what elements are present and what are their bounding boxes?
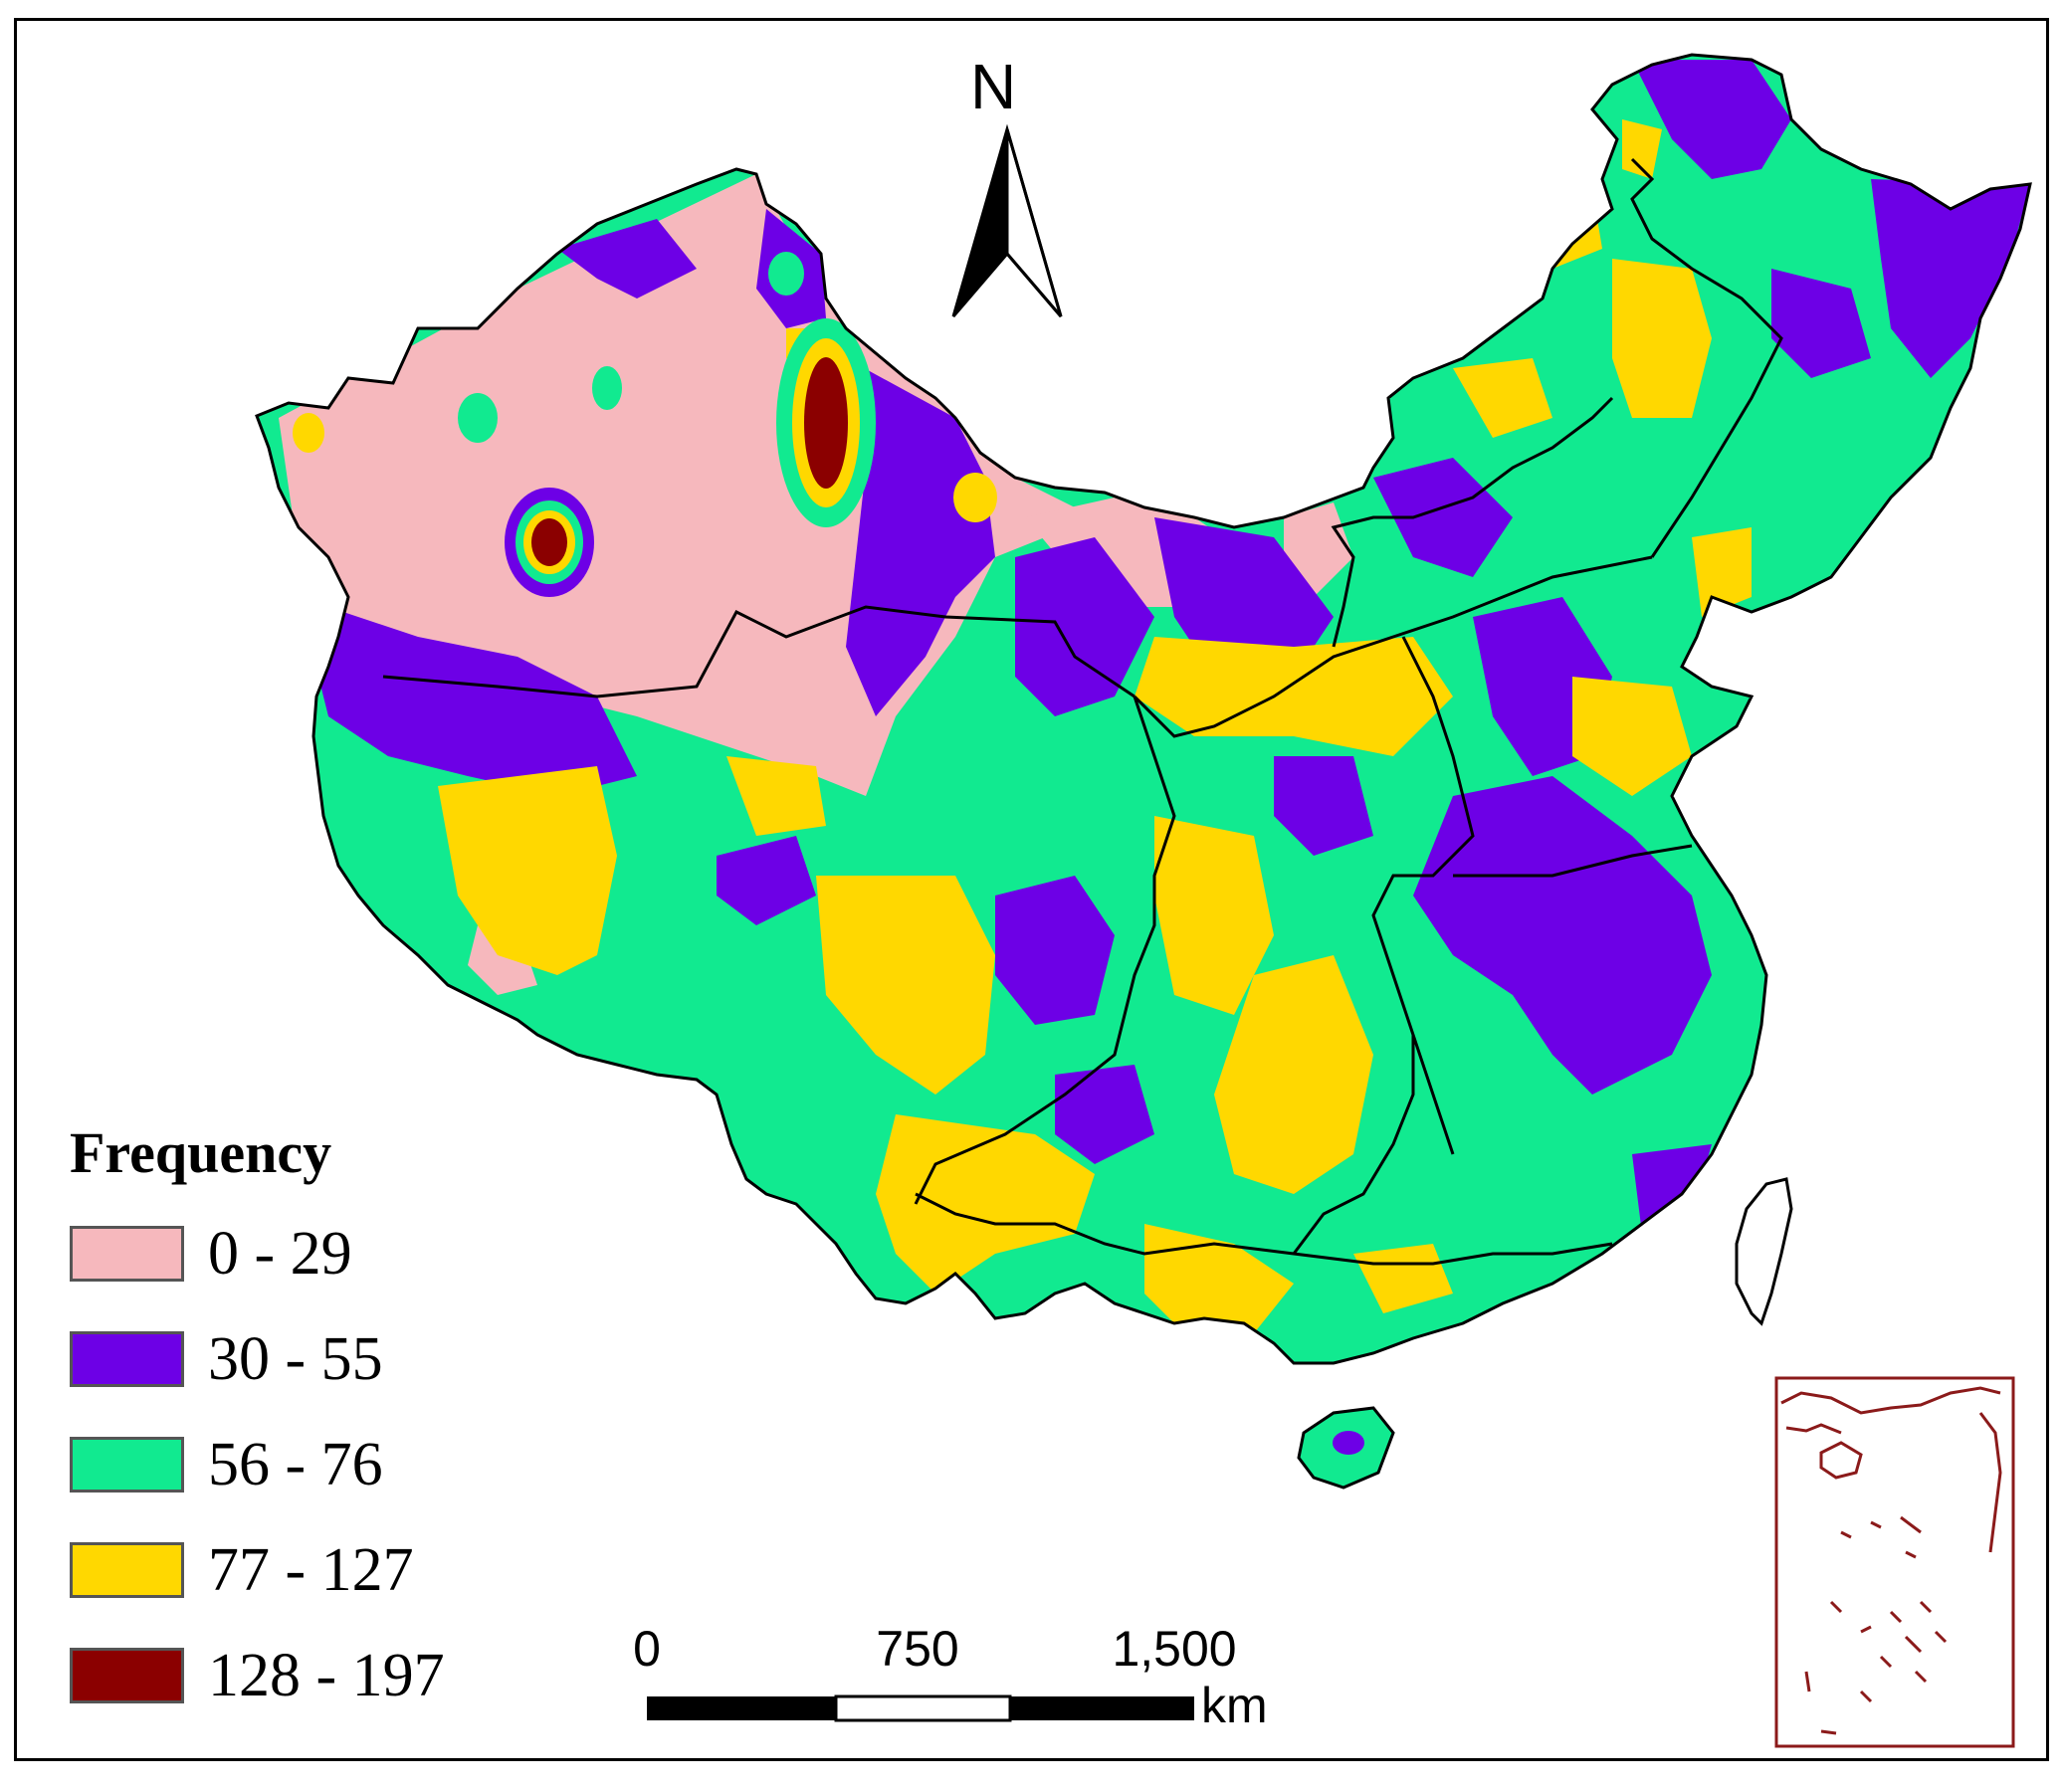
legend-swatch <box>70 1648 184 1703</box>
scale-unit: km <box>1201 1678 1268 1733</box>
legend-item: 56 - 76 <box>70 1431 383 1498</box>
legend-label: 30 - 55 <box>208 1324 383 1393</box>
region-boundaries <box>382 157 1783 1266</box>
scale-tick-750: 750 <box>876 1621 959 1677</box>
legend-label: 77 - 127 <box>208 1535 414 1604</box>
scale-tick-0: 0 <box>633 1621 661 1677</box>
scale-bar <box>647 1694 1194 1722</box>
legend-swatch <box>70 1437 184 1493</box>
legend-item: 0 - 29 <box>70 1220 352 1288</box>
legend-swatch <box>70 1542 184 1598</box>
north-label: N <box>970 51 1017 122</box>
legend-item: 77 - 127 <box>70 1536 414 1604</box>
north-arrow-icon <box>951 123 1063 317</box>
scale-tick-1500: 1,500 <box>1112 1621 1237 1677</box>
legend-label: 56 - 76 <box>208 1430 383 1498</box>
taiwan-island <box>1735 1177 1793 1326</box>
legend-label: 0 - 29 <box>208 1219 352 1288</box>
legend-title: Frequency <box>70 1120 332 1185</box>
legend-item: 30 - 55 <box>70 1325 383 1393</box>
legend-swatch <box>70 1226 184 1282</box>
legend-label: 128 - 197 <box>208 1641 445 1709</box>
legend-item: 128 - 197 <box>70 1642 445 1709</box>
legend-swatch <box>70 1331 184 1387</box>
south-china-sea-inset <box>1774 1376 2015 1748</box>
